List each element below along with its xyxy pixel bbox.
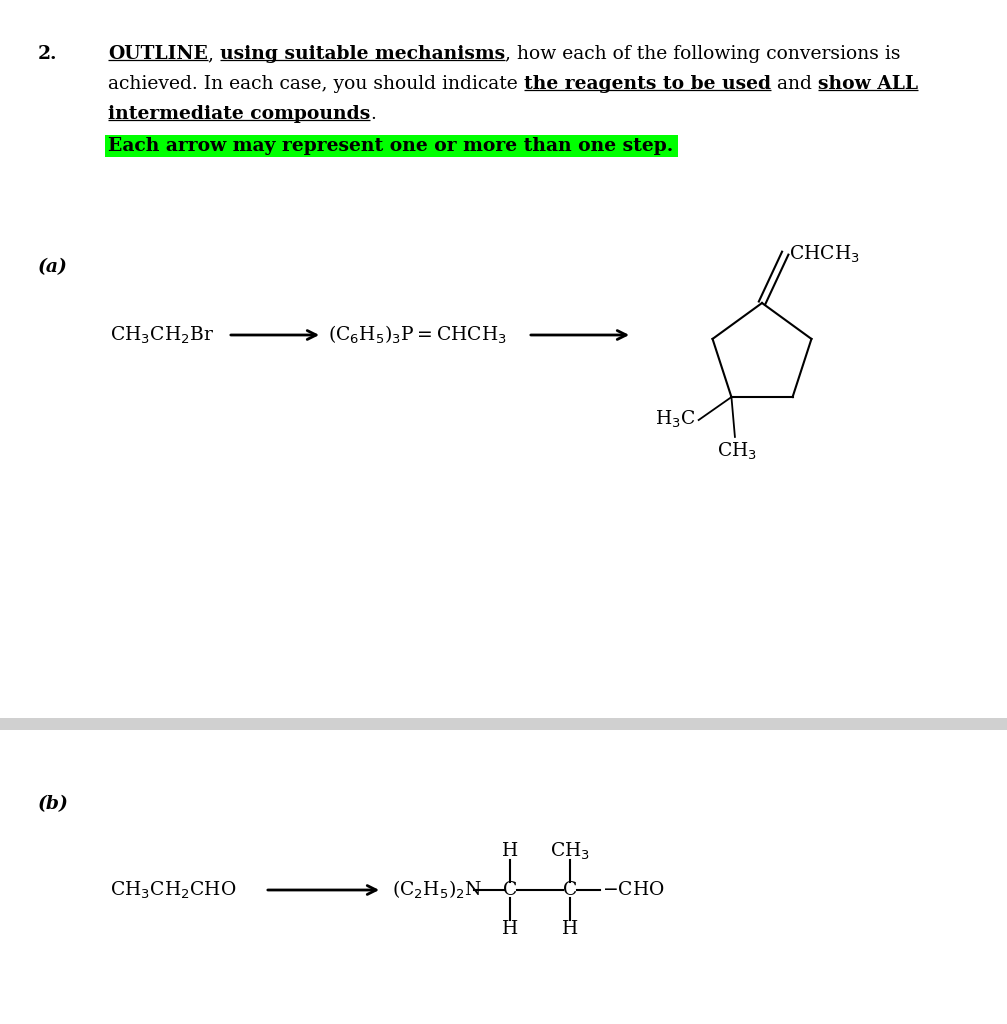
Text: (a): (a) [38, 258, 67, 276]
Text: $-$CHO: $-$CHO [602, 881, 665, 899]
Bar [0, 718, 1007, 730]
Text: H: H [501, 920, 519, 938]
Text: CHCH$_3$: CHCH$_3$ [789, 244, 860, 265]
Text: CH$_3$: CH$_3$ [550, 841, 590, 861]
Text: C: C [563, 881, 577, 899]
Text: , how each of the following conversions is: , how each of the following conversions … [505, 45, 900, 63]
Text: C: C [502, 881, 518, 899]
Text: OUTLINE: OUTLINE [108, 45, 207, 63]
Text: CH$_3$CH$_2$Br: CH$_3$CH$_2$Br [110, 325, 214, 346]
Text: 2.: 2. [38, 45, 57, 63]
Text: and: and [771, 75, 818, 93]
Bar [105, 135, 679, 157]
Text: (b): (b) [38, 795, 68, 813]
Text: .: . [371, 105, 377, 123]
Text: (C$_6$H$_5$)$_3$P$=$CHCH$_3$: (C$_6$H$_5$)$_3$P$=$CHCH$_3$ [328, 324, 508, 346]
Text: H: H [501, 842, 519, 860]
Text: (C$_2$H$_5$)$_2$N: (C$_2$H$_5$)$_2$N [392, 879, 482, 901]
Text: intermediate compounds: intermediate compounds [108, 105, 371, 123]
Text: the reagents to be used: the reagents to be used [524, 75, 771, 93]
Text: CH$_3$: CH$_3$ [717, 441, 757, 462]
Text: CH$_3$CH$_2$CHO: CH$_3$CH$_2$CHO [110, 880, 237, 901]
Text: ,: , [207, 45, 220, 63]
Text: Each arrow may represent one or more than one step.: Each arrow may represent one or more tha… [108, 137, 674, 155]
Text: using suitable mechanisms: using suitable mechanisms [220, 45, 505, 63]
Text: achieved. In each case, you should indicate: achieved. In each case, you should indic… [108, 75, 524, 93]
Text: H: H [562, 920, 578, 938]
Text: show ALL: show ALL [818, 75, 917, 93]
Text: H$_3$C: H$_3$C [655, 409, 696, 430]
